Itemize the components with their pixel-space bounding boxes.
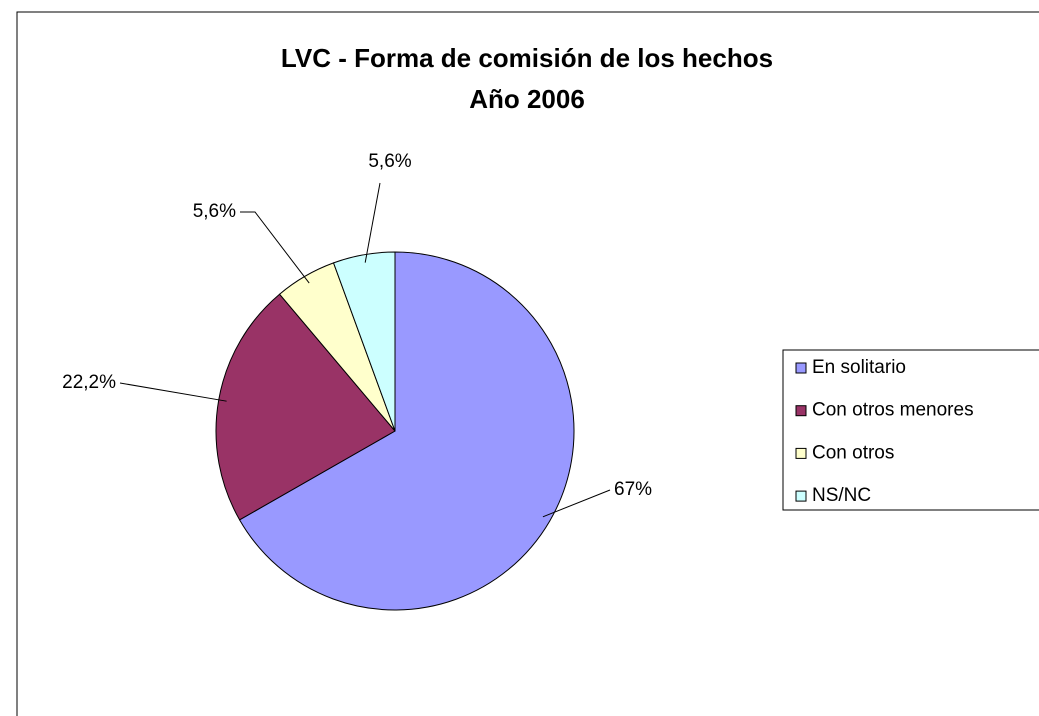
chart-title: LVC - Forma de comisión de los hechos	[281, 43, 773, 73]
data-label: 22,2%	[62, 372, 116, 393]
pie-slice	[238, 251, 575, 611]
legend-label: NS/NC	[812, 485, 871, 506]
legend-box	[782, 349, 1039, 511]
data-label: 5,6%	[368, 151, 411, 172]
legend-label: En solitario	[812, 357, 906, 378]
leader-line	[240, 211, 310, 284]
legend-label: Con otros	[812, 442, 894, 463]
leader-line	[119, 382, 227, 402]
legend-swatch	[795, 447, 807, 459]
leader-line	[542, 489, 611, 518]
pie-slice	[332, 251, 396, 432]
chart-subtitle: Año 2006	[469, 84, 585, 114]
data-label: 5,6%	[193, 201, 236, 222]
legend-label: Con otros menores	[812, 400, 974, 421]
data-label: 67%	[614, 479, 652, 500]
legend-swatch	[795, 362, 807, 374]
leader-line	[364, 182, 381, 263]
legend-swatch	[795, 490, 807, 502]
legend-swatch	[795, 405, 807, 417]
